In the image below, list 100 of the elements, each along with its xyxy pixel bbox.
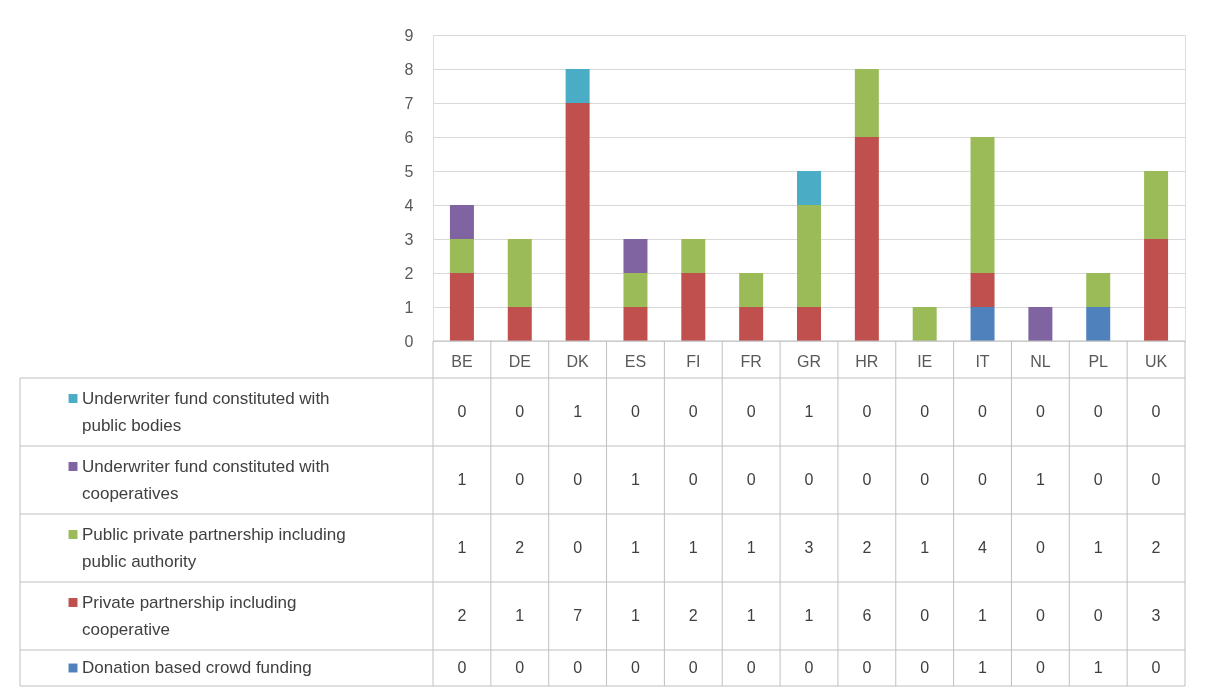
- data-label: 1: [457, 471, 467, 488]
- data-label: 0: [920, 607, 930, 624]
- x-tick-label: ES: [624, 352, 647, 370]
- y-tick-label: 1: [404, 298, 414, 316]
- data-label: 0: [1093, 607, 1103, 624]
- data-label: 0: [515, 471, 525, 488]
- bar: [507, 307, 532, 341]
- data-label: 0: [746, 659, 756, 676]
- x-tick-label: DE: [508, 352, 531, 370]
- bar: [854, 137, 879, 341]
- y-tick-label: 6: [404, 128, 414, 146]
- data-label: 0: [688, 659, 698, 676]
- data-label: 2: [1151, 539, 1161, 556]
- bar: [970, 137, 995, 273]
- bar: [449, 205, 474, 239]
- y-tick-label: 9: [404, 26, 414, 44]
- legend-label: Underwriter fund constituted with public bodies: [82, 388, 330, 435]
- data-label: 0: [1093, 471, 1103, 488]
- data-label: 1: [746, 539, 756, 556]
- data-label: 1: [1093, 539, 1103, 556]
- data-label: 1: [804, 607, 814, 624]
- data-label: 1: [631, 539, 641, 556]
- data-label: 2: [457, 607, 467, 624]
- y-tick-label: 7: [404, 94, 414, 112]
- data-label: 0: [1035, 539, 1045, 556]
- data-label: 0: [862, 471, 872, 488]
- x-tick-label: BE: [451, 352, 473, 370]
- data-label: 6: [862, 607, 872, 624]
- x-tick-label: FR: [740, 352, 762, 370]
- data-label: 0: [631, 403, 641, 420]
- bar: [623, 307, 648, 341]
- bar: [739, 307, 764, 341]
- x-tick-label: PL: [1088, 352, 1109, 370]
- data-label: 0: [688, 403, 698, 420]
- y-tick-label: 8: [404, 60, 414, 78]
- bar: [623, 273, 648, 307]
- bar: [449, 273, 474, 341]
- x-tick-label: NL: [1030, 352, 1051, 370]
- data-label: 0: [515, 659, 525, 676]
- data-label: 1: [688, 539, 698, 556]
- bar: [854, 69, 879, 137]
- data-label: 0: [920, 471, 930, 488]
- data-label: 1: [631, 607, 641, 624]
- data-label: 0: [515, 403, 525, 420]
- y-tick-label: 3: [404, 230, 414, 248]
- data-label: 0: [457, 403, 467, 420]
- data-label: 7: [573, 607, 583, 624]
- data-label: 1: [746, 607, 756, 624]
- bar: [681, 239, 706, 273]
- legend-label: Private partnership including cooperative: [82, 592, 297, 639]
- data-label: 3: [1151, 607, 1161, 624]
- data-label: 1: [631, 471, 641, 488]
- data-label: 1: [515, 607, 525, 624]
- bar: [1028, 307, 1053, 341]
- x-tick-label: IE: [917, 352, 933, 370]
- x-tick-label: DK: [566, 352, 590, 370]
- data-label: 0: [1093, 403, 1103, 420]
- data-label: 1: [804, 403, 814, 420]
- bar: [507, 239, 532, 307]
- data-label: 1: [978, 607, 988, 624]
- data-label: 0: [573, 539, 583, 556]
- data-label: 1: [1035, 471, 1045, 488]
- x-tick-label: UK: [1144, 352, 1168, 370]
- bar: [1144, 171, 1169, 239]
- x-tick-label: GR: [797, 352, 821, 370]
- bar: [739, 273, 764, 307]
- data-label: 0: [1035, 659, 1045, 676]
- legend-label: Underwriter fund constituted with cooperatives: [82, 456, 330, 503]
- bar: [565, 69, 590, 103]
- data-label: 0: [978, 403, 988, 420]
- data-label: 4: [978, 539, 988, 556]
- data-label: 1: [457, 539, 467, 556]
- data-label: 0: [804, 659, 814, 676]
- data-label: 0: [573, 471, 583, 488]
- data-label: 0: [1151, 659, 1161, 676]
- bar: [681, 273, 706, 341]
- bar: [623, 239, 648, 273]
- data-label: 0: [573, 659, 583, 676]
- bar: [1086, 273, 1111, 307]
- data-label: 0: [631, 659, 641, 676]
- data-label: 0: [1035, 403, 1045, 420]
- data-label: 0: [1151, 403, 1161, 420]
- data-label: 1: [920, 539, 930, 556]
- y-tick-label: 2: [404, 264, 414, 282]
- data-label: 0: [746, 403, 756, 420]
- bar: [970, 273, 995, 307]
- data-label: 2: [515, 539, 525, 556]
- y-tick-label: 5: [404, 162, 414, 180]
- data-label: 1: [978, 659, 988, 676]
- data-label: 0: [746, 471, 756, 488]
- bar: [1144, 239, 1169, 341]
- data-label: 0: [457, 659, 467, 676]
- data-label: 0: [1035, 607, 1045, 624]
- data-label: 0: [978, 471, 988, 488]
- bar: [970, 307, 995, 341]
- y-tick-label: 4: [404, 196, 414, 214]
- data-label: 3: [804, 539, 814, 556]
- data-label: 1: [1093, 659, 1103, 676]
- bar: [797, 205, 821, 307]
- bar: [797, 307, 821, 341]
